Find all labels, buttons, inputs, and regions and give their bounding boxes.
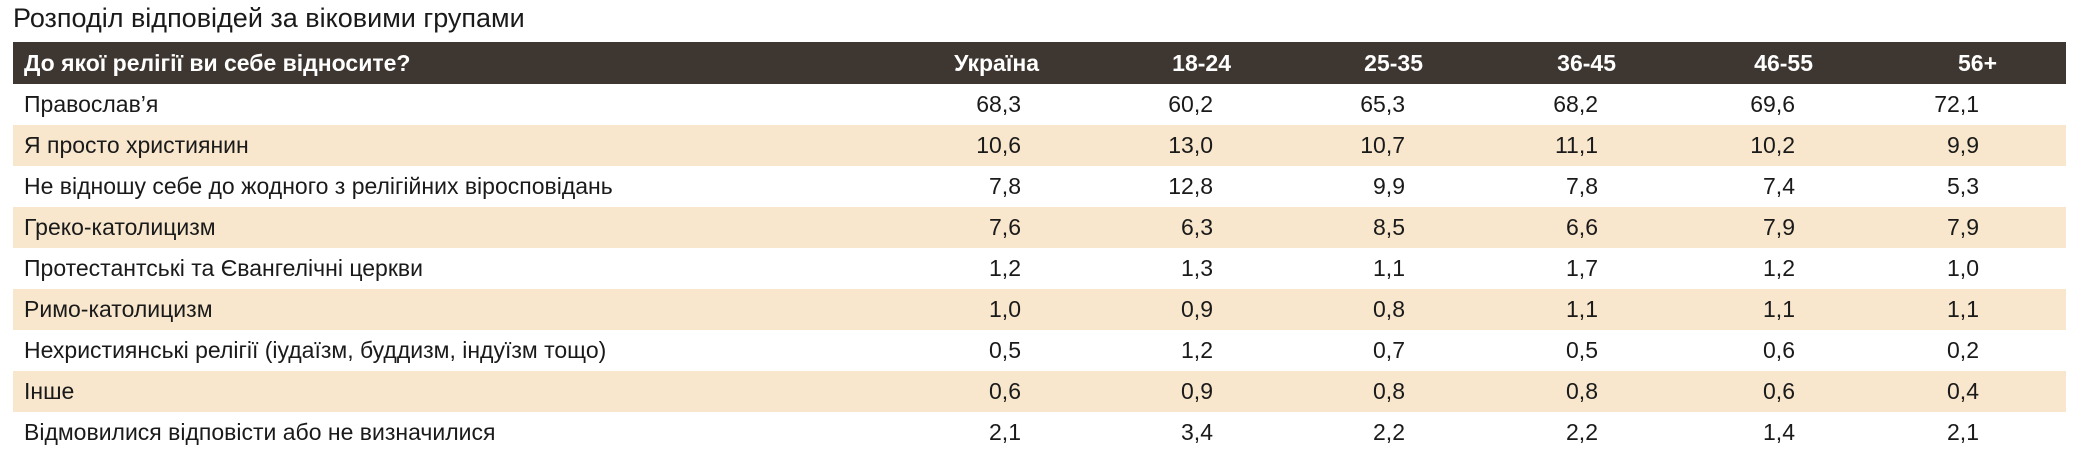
value-cell: 7,9 — [1947, 214, 1979, 240]
value-cell: 1,2 — [1181, 337, 1213, 363]
value-cell: 7,9 — [1763, 214, 1795, 240]
value-cell: 1,3 — [1181, 255, 1213, 281]
value-cell: 7,6 — [989, 214, 1021, 240]
column-header: 46-55 — [1754, 49, 1813, 76]
value-cell: 1,4 — [1763, 419, 1795, 445]
value-cell: 5,3 — [1947, 173, 1979, 199]
table-body: Православ’я 68,3 60,2 65,3 68,2 69,6 72,1 Я про… — [13, 84, 2066, 453]
value-cell: 1,0 — [1947, 255, 1979, 281]
value-cell: 7,8 — [1566, 173, 1598, 199]
spacer — [1997, 330, 2066, 371]
value-cell: 0,8 — [1373, 378, 1405, 404]
value-cell: 0,6 — [1763, 378, 1795, 404]
value-cell: 2,2 — [1566, 419, 1598, 445]
value-cell: 0,6 — [1763, 337, 1795, 363]
spacer — [1997, 289, 2066, 330]
column-header: 56+ — [1957, 49, 1997, 76]
table-row: Не відношу себе до жодного з релігійних … — [13, 166, 2066, 207]
value-cell: 10,7 — [1360, 132, 1405, 158]
value-cell: 1,1 — [1566, 296, 1598, 322]
spacer — [1997, 125, 2066, 166]
value-cell: 10,6 — [976, 132, 1021, 158]
row-label: Нехристиянські релігії (іудаїзм, буддизм… — [24, 337, 607, 363]
value-cell: 2,1 — [989, 419, 1021, 445]
table-row: Я просто християнин 10,6 13,0 10,7 11,1 10,2 9… — [13, 125, 2066, 166]
spacer — [1997, 248, 2066, 289]
header-row: До якої релігії ви себе відносите? Україн… — [13, 42, 2066, 84]
value-cell: 65,3 — [1360, 91, 1405, 117]
value-cell: 8,5 — [1373, 214, 1405, 240]
spacer — [1997, 412, 2066, 453]
value-cell: 1,1 — [1947, 296, 1979, 322]
value-cell: 0,2 — [1947, 337, 1979, 363]
value-cell: 0,4 — [1947, 378, 1979, 404]
value-cell: 12,8 — [1168, 173, 1213, 199]
value-cell: 0,7 — [1373, 337, 1405, 363]
table: До якої релігії ви себе відносите? Україн… — [13, 42, 2066, 453]
row-label: Відмовилися відповісти або не визначилис… — [24, 419, 496, 445]
spacer — [1997, 207, 2066, 248]
question-header: До якої релігії ви себе відносите? — [24, 49, 411, 76]
value-cell: 11,1 — [1554, 132, 1598, 158]
value-cell: 68,2 — [1553, 91, 1598, 117]
value-cell: 1,1 — [1373, 255, 1405, 281]
table-row: Греко-католицизм 7,6 6,3 8,5 6,6 7,9 7,9 — [13, 207, 2066, 248]
table-row: Православ’я 68,3 60,2 65,3 68,2 69,6 72,1 — [13, 84, 2066, 125]
spacer — [1997, 166, 2066, 207]
value-cell: 1,2 — [1763, 255, 1795, 281]
value-cell: 0,9 — [1181, 296, 1213, 322]
table-row: Протестантські та Євангелічні церкви 1,2 1… — [13, 248, 2066, 289]
spacer — [1997, 371, 2066, 412]
value-cell: 2,2 — [1373, 419, 1405, 445]
value-cell: 7,4 — [1763, 173, 1795, 199]
value-cell: 3,4 — [1181, 419, 1213, 445]
value-cell: 0,5 — [1566, 337, 1598, 363]
value-cell: 1,2 — [989, 255, 1021, 281]
table-row: Інше 0,6 0,9 0,8 0,8 0,6 0,4 — [13, 371, 2066, 412]
row-label: Православ’я — [24, 91, 159, 117]
value-cell: 2,1 — [1947, 419, 1979, 445]
value-cell: 6,6 — [1566, 214, 1598, 240]
row-label: Греко-католицизм — [24, 214, 216, 240]
value-cell: 9,9 — [1373, 173, 1405, 199]
column-header: 25-35 — [1364, 49, 1423, 76]
value-cell: 7,8 — [989, 173, 1021, 199]
value-cell: 1,0 — [989, 296, 1021, 322]
value-cell: 9,9 — [1947, 132, 1979, 158]
value-cell: 10,2 — [1750, 132, 1795, 158]
column-header: Україна — [954, 49, 1039, 76]
row-label: Я просто християнин — [24, 132, 249, 158]
spacer — [1997, 42, 2066, 84]
value-cell: 72,1 — [1934, 91, 1979, 117]
value-cell: 0,8 — [1566, 378, 1598, 404]
value-cell: 69,6 — [1750, 91, 1795, 117]
value-cell: 68,3 — [976, 91, 1021, 117]
row-label: Не відношу себе до жодного з релігійних … — [24, 173, 613, 199]
row-label: Протестантські та Євангелічні церкви — [24, 255, 423, 281]
value-cell: 0,5 — [989, 337, 1021, 363]
table-row: Відмовилися відповісти або не визначилис… — [13, 412, 2066, 453]
row-label: Римо-католицизм — [24, 296, 213, 322]
column-header: 18-24 — [1172, 49, 1231, 76]
row-label: Інше — [24, 378, 75, 404]
spacer — [1997, 84, 2066, 125]
table-title: Розподіл відповідей за віковими групами — [13, 3, 525, 33]
value-cell: 0,6 — [989, 378, 1021, 404]
value-cell: 6,3 — [1181, 214, 1213, 240]
value-cell: 60,2 — [1168, 91, 1213, 117]
value-cell: 13,0 — [1168, 132, 1213, 158]
value-cell: 0,8 — [1373, 296, 1405, 322]
table-row: Нехристиянські релігії (іудаїзм, буддизм… — [13, 330, 2066, 371]
value-cell: 1,1 — [1763, 296, 1795, 322]
value-cell: 0,9 — [1181, 378, 1213, 404]
table-header: До якої релігії ви себе відносите? Україн… — [13, 42, 2066, 84]
column-header: 36-45 — [1557, 49, 1616, 76]
table-row: Римо-католицизм 1,0 0,9 0,8 1,1 1,1 1,1 — [13, 289, 2066, 330]
value-cell: 1,7 — [1566, 255, 1598, 281]
